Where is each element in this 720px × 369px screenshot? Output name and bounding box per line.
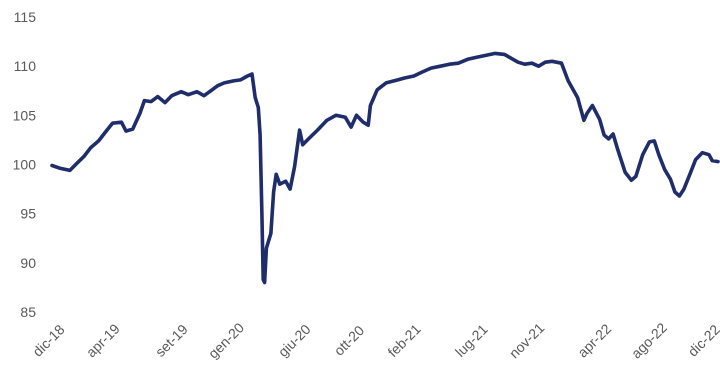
plot-area — [50, 51, 720, 285]
y-tick-label: 90 — [20, 255, 36, 271]
x-tick-label: apr-19 — [83, 320, 123, 360]
x-tick-label: ago-22 — [628, 319, 670, 361]
series-line — [50, 51, 720, 285]
x-tick-label: feb-21 — [384, 321, 424, 361]
y-tick-label: 85 — [20, 304, 36, 320]
x-tick-label: giu-20 — [275, 321, 314, 360]
x-axis-tick-labels: dic-18 apr-19 set-19 gen-20 giu-20 ott-20 feb-… — [29, 319, 720, 361]
x-tick-label: set-19 — [152, 321, 191, 360]
x-tick-label: dic-22 — [685, 321, 720, 359]
x-tick-label: dic-18 — [29, 321, 67, 359]
x-tick-label: gen-20 — [205, 319, 247, 361]
x-tick-label: ott-20 — [331, 322, 368, 359]
y-tick-label: 100 — [13, 157, 37, 173]
y-axis-tick-labels: 85 90 95 100 105 110 115 — [13, 9, 37, 320]
y-tick-label: 115 — [14, 9, 37, 25]
x-tick-label: apr-22 — [574, 320, 614, 360]
y-tick-label: 105 — [13, 107, 37, 123]
x-tick-label: lug-21 — [452, 321, 491, 360]
y-tick-label: 110 — [14, 58, 37, 74]
y-tick-label: 95 — [20, 206, 36, 222]
x-tick-label: nov-21 — [506, 320, 548, 362]
